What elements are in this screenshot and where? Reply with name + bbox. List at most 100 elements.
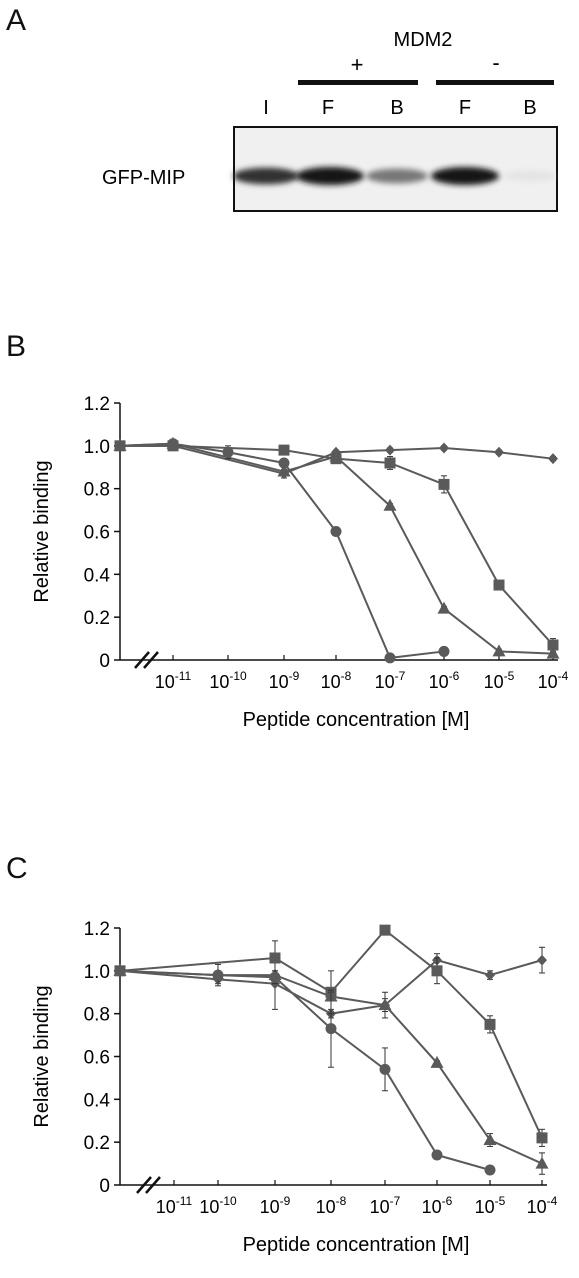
series-line-square xyxy=(120,444,554,646)
x-tick-label: 10-6 xyxy=(422,1194,453,1217)
data-point-circle xyxy=(269,971,281,983)
data-point-triangle xyxy=(546,646,560,659)
y-tick-label: 1.2 xyxy=(84,919,110,940)
blot-band xyxy=(503,170,557,182)
data-point-circle xyxy=(484,1164,496,1176)
x-tick-label: 10-5 xyxy=(475,1194,506,1217)
data-point-circle xyxy=(325,1023,337,1035)
data-point-square xyxy=(493,579,505,591)
minus-bracket-line xyxy=(436,80,554,85)
x-tick-label: 10-11 xyxy=(156,1194,193,1217)
data-point-triangle xyxy=(437,601,451,614)
plus-label: + xyxy=(351,52,364,77)
data-point-diamond xyxy=(494,446,504,458)
series-line-diamond xyxy=(120,444,554,475)
y-tick-label: 0.4 xyxy=(84,1090,111,1111)
y-tick-label: 0.8 xyxy=(84,1005,110,1026)
x-tick-label: 10-11 xyxy=(155,669,192,692)
data-point-circle xyxy=(431,1149,443,1161)
x-tick-label: 10-7 xyxy=(375,669,406,692)
lane-label: I xyxy=(263,97,269,119)
x-tick-label: 10-8 xyxy=(316,1194,347,1217)
data-point-diamond xyxy=(548,453,558,465)
x-tick-label: 10-9 xyxy=(269,669,300,692)
blot-band xyxy=(233,167,299,185)
lane-label: F xyxy=(322,97,334,119)
chart-c: 0 0.2 0.4 0.6 0.8 1.0 1.2 10-11 10-10 10-9 10-8 10-… xyxy=(31,919,558,1256)
gfp-mip-label: GFP-MIP xyxy=(102,167,185,189)
data-point-square xyxy=(547,639,559,651)
x-tick-label: 10-4 xyxy=(527,1194,558,1217)
data-point-diamond xyxy=(485,969,495,981)
data-point-triangle xyxy=(483,1133,497,1146)
y-tick-label: 0.2 xyxy=(84,1133,110,1154)
panel-c-letter: C xyxy=(6,852,28,885)
data-point-square xyxy=(438,478,450,490)
plus-bracket-line xyxy=(298,80,418,85)
chart-b: 0 0.2 0.4 0.6 0.8 1.0 1.2 10-11 10-10 10-9 10-8 10-… xyxy=(31,394,569,731)
data-point-diamond xyxy=(385,444,395,456)
lane-label: B xyxy=(523,97,536,119)
panel-b-letter: B xyxy=(6,330,27,363)
data-point-circle xyxy=(167,438,179,450)
axis-break-mark xyxy=(145,1176,161,1194)
data-point-triangle xyxy=(378,998,392,1011)
blot-band xyxy=(366,168,428,184)
data-point-circle xyxy=(212,969,224,981)
axis-break-mark xyxy=(143,651,159,669)
data-point-circle xyxy=(438,645,450,657)
series-line-triangle xyxy=(119,442,554,655)
data-point-square xyxy=(484,1018,496,1030)
y-tick-label: 0.4 xyxy=(84,565,111,586)
x-tick-label: 10-10 xyxy=(199,1194,237,1217)
mdm2-header: MDM2 xyxy=(394,29,453,51)
lane-label: B xyxy=(390,97,403,119)
y-tick-label: 1.2 xyxy=(84,394,110,415)
data-point-diamond xyxy=(439,442,449,454)
data-point-circle xyxy=(222,446,234,458)
data-point-triangle xyxy=(492,644,506,657)
x-axis-title: Peptide concentration [M] xyxy=(243,709,470,731)
data-point-triangle xyxy=(430,1055,444,1068)
data-point-square xyxy=(278,444,290,456)
x-tick-label: 10-9 xyxy=(260,1194,291,1217)
y-tick-label: 0 xyxy=(99,1176,110,1197)
data-point-square xyxy=(431,965,443,977)
data-point-circle xyxy=(384,652,396,664)
data-point-circle xyxy=(330,526,342,537)
data-point-triangle xyxy=(383,498,397,511)
data-point-square xyxy=(536,1132,548,1144)
y-tick-label: 1.0 xyxy=(84,962,110,983)
x-tick-label: 10-10 xyxy=(209,669,247,692)
x-tick-label: 10-7 xyxy=(370,1194,401,1217)
blot-band xyxy=(296,167,364,185)
blot-bands xyxy=(233,167,557,185)
y-tick-label: 1.0 xyxy=(84,437,110,458)
data-point-triangle xyxy=(329,449,343,462)
minus-label: - xyxy=(492,50,499,75)
y-tick-label: 0.6 xyxy=(84,523,110,544)
lane-label: F xyxy=(459,97,471,119)
axis-break-mark xyxy=(134,651,150,669)
series-line-diamond xyxy=(119,959,543,1015)
axis-break-mark xyxy=(136,1176,152,1194)
y-tick-label: 0.6 xyxy=(84,1048,110,1069)
blot-band xyxy=(431,167,499,185)
y-axis-title: Relative binding xyxy=(31,460,53,602)
x-axis-title: Peptide concentration [M] xyxy=(243,1234,470,1256)
y-tick-label: 0 xyxy=(99,651,110,672)
data-point-circle xyxy=(278,457,290,469)
x-tick-label: 10-5 xyxy=(484,669,515,692)
x-tick-label: 10-4 xyxy=(538,669,569,692)
data-point-diamond xyxy=(537,954,547,966)
panel-a-letter: A xyxy=(6,4,27,37)
x-tick-label: 10-8 xyxy=(321,669,352,692)
data-point-triangle xyxy=(535,1156,549,1169)
data-point-square xyxy=(269,952,281,964)
data-point-triangle xyxy=(277,464,291,477)
y-tick-label: 0.2 xyxy=(84,608,110,629)
data-point-square xyxy=(384,457,396,469)
western-blot-panel: MDM2 + - I F B F B GFP-MIP xyxy=(102,29,558,212)
data-point-circle xyxy=(379,1063,391,1075)
y-axis-title: Relative binding xyxy=(31,985,53,1127)
